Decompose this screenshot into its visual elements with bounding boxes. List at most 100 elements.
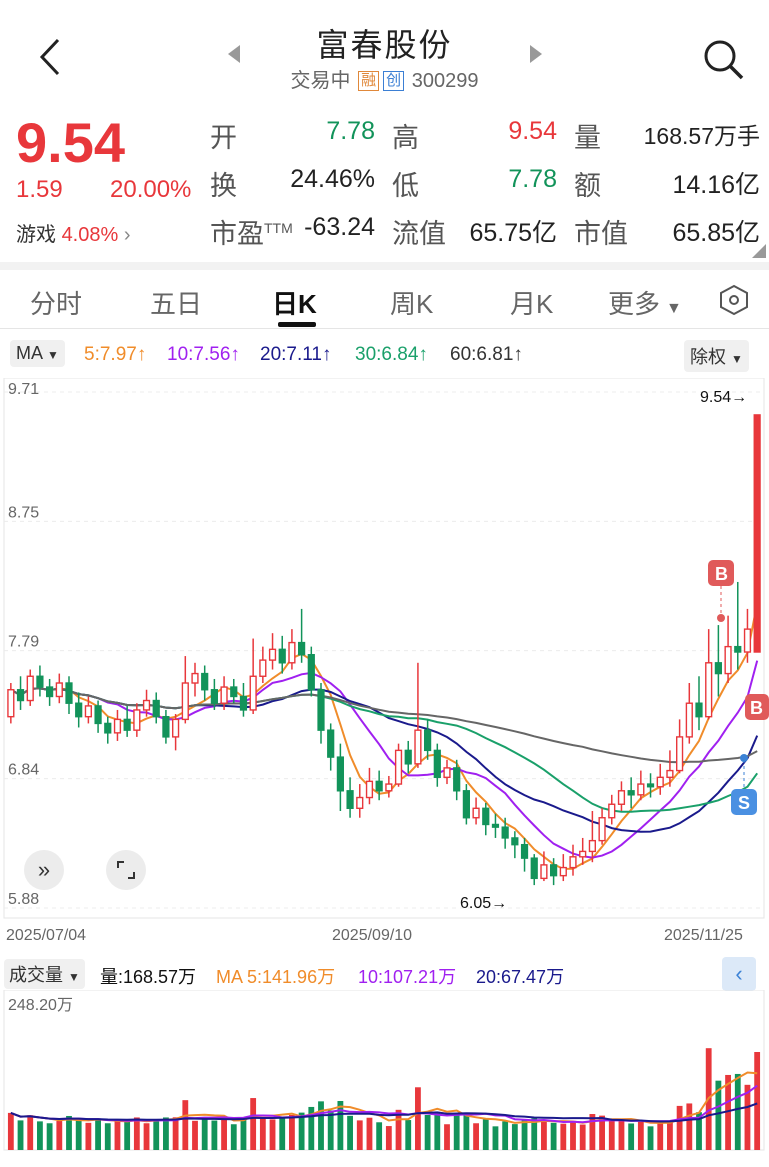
turnover-value: 24.46% — [290, 165, 375, 193]
next-stock-button[interactable] — [528, 44, 544, 69]
volume-bar — [356, 1120, 363, 1150]
volume-ma20: 20:67.47万 — [476, 967, 565, 987]
tab-monthly-k[interactable]: 月K — [510, 289, 554, 319]
tab-weekly-k[interactable]: 周K — [390, 289, 434, 319]
volume-bar — [133, 1117, 140, 1150]
chart-settings-button[interactable] — [718, 284, 750, 321]
volume-bar — [376, 1122, 383, 1150]
candle — [385, 775, 393, 798]
ma30-value: 30:6.84↑ — [355, 344, 428, 365]
triangle-right-icon — [530, 45, 542, 63]
candle — [162, 709, 170, 744]
candle — [133, 703, 141, 737]
adjust-selector[interactable]: 除权 ▼ — [684, 340, 749, 372]
price-change-pct: 20.00% — [110, 176, 192, 203]
volume-bar — [482, 1119, 489, 1150]
volume-bar — [453, 1114, 460, 1150]
volume-chart[interactable]: 248.20万 — [0, 990, 769, 1160]
candle — [356, 784, 364, 818]
volume-bar — [589, 1114, 596, 1150]
chart-frame — [3, 378, 765, 919]
volume-bar — [696, 1112, 702, 1150]
search-button[interactable] — [700, 36, 746, 87]
search-icon — [704, 40, 744, 80]
candle — [617, 781, 626, 811]
active-tab-underline — [278, 322, 316, 327]
volume-bar — [259, 1117, 266, 1150]
volume-bar — [230, 1124, 237, 1150]
volume-bar — [395, 1109, 402, 1150]
kline-chart[interactable]: 9.71 8.75 7.79 6.84 5.88 2025/07/04 2025/09/… — [0, 378, 769, 948]
collapse-panel-button[interactable]: ‹ — [722, 957, 756, 991]
candle — [666, 750, 674, 787]
hexagon-settings-icon — [720, 284, 748, 316]
ma-selector[interactable]: MA ▼ — [10, 340, 65, 367]
candle — [520, 837, 529, 872]
volume-bar — [172, 1117, 179, 1150]
volume-bar — [298, 1112, 305, 1150]
volume-label: 量 — [574, 123, 601, 153]
candle — [453, 759, 461, 801]
back-button[interactable] — [34, 34, 70, 80]
volume-bar — [608, 1121, 615, 1150]
fullscreen-button[interactable] — [106, 850, 146, 890]
x-tick-label: 2025/11/25 — [664, 927, 743, 944]
float-cap-label: 流值 — [392, 219, 446, 249]
volume-value: 168.57万手 — [643, 123, 760, 149]
candle — [317, 683, 325, 744]
pe-value: -63.24 — [304, 213, 375, 241]
caret-down-icon: ▼ — [68, 970, 80, 984]
volume-bar — [492, 1126, 499, 1150]
volume-bar — [502, 1121, 509, 1150]
caret-down-icon: ▼ — [47, 348, 59, 362]
candle — [404, 740, 412, 774]
high-label: 高 — [392, 123, 419, 153]
candle — [46, 678, 54, 706]
volume-bar — [676, 1105, 683, 1150]
y-tick-label: 9.71 — [8, 381, 39, 398]
volume-selector[interactable]: 成交量 ▼ — [4, 959, 85, 989]
volume-bar — [385, 1126, 392, 1150]
amount-value: 14.16亿 — [672, 171, 760, 199]
candle — [201, 665, 209, 701]
sector-name: 游戏 — [16, 224, 56, 246]
section-divider — [0, 262, 769, 270]
tab-more[interactable]: 更多 ▼ — [608, 289, 682, 319]
candle — [152, 692, 160, 724]
volume-bar — [221, 1118, 227, 1150]
volume-bar — [725, 1074, 731, 1150]
volume-bar — [66, 1115, 72, 1150]
candle — [7, 683, 15, 724]
tab-five-day[interactable]: 五日 — [150, 289, 203, 319]
volume-ma10: 10:107.21万 — [358, 967, 457, 987]
expand-chart-button[interactable]: » — [24, 850, 64, 890]
tab-daily-k[interactable]: 日K — [272, 289, 317, 319]
candle — [569, 844, 577, 876]
low-label: 低 — [392, 171, 419, 201]
sector-link[interactable]: 游戏 4.08% › — [16, 218, 131, 247]
caret-down-icon: ▼ — [666, 300, 682, 317]
candle — [637, 770, 645, 801]
trading-status: 交易中 — [290, 70, 351, 92]
volume-bar — [75, 1119, 82, 1150]
volume-bar — [85, 1122, 92, 1150]
back-arrow-icon — [39, 38, 60, 76]
volume-bar — [114, 1120, 121, 1150]
candle — [714, 625, 722, 697]
volume-bar — [434, 1111, 441, 1150]
tab-intraday[interactable]: 分时 — [30, 289, 83, 319]
volume-bar — [240, 1119, 247, 1150]
candle — [724, 615, 732, 684]
volume-bar — [201, 1118, 208, 1150]
current-price: 9.54 — [16, 111, 125, 174]
volume-bar — [686, 1103, 693, 1150]
prev-stock-button[interactable] — [226, 44, 242, 69]
ma60-value: 60:6.81↑ — [450, 344, 523, 365]
triangle-left-icon — [228, 45, 240, 63]
expand-corner-icon[interactable] — [752, 244, 766, 258]
volume-bar — [37, 1121, 43, 1150]
candle — [113, 709, 122, 741]
sector-pct: 4.08% — [61, 224, 119, 246]
candle — [65, 676, 73, 714]
candle — [123, 705, 131, 737]
